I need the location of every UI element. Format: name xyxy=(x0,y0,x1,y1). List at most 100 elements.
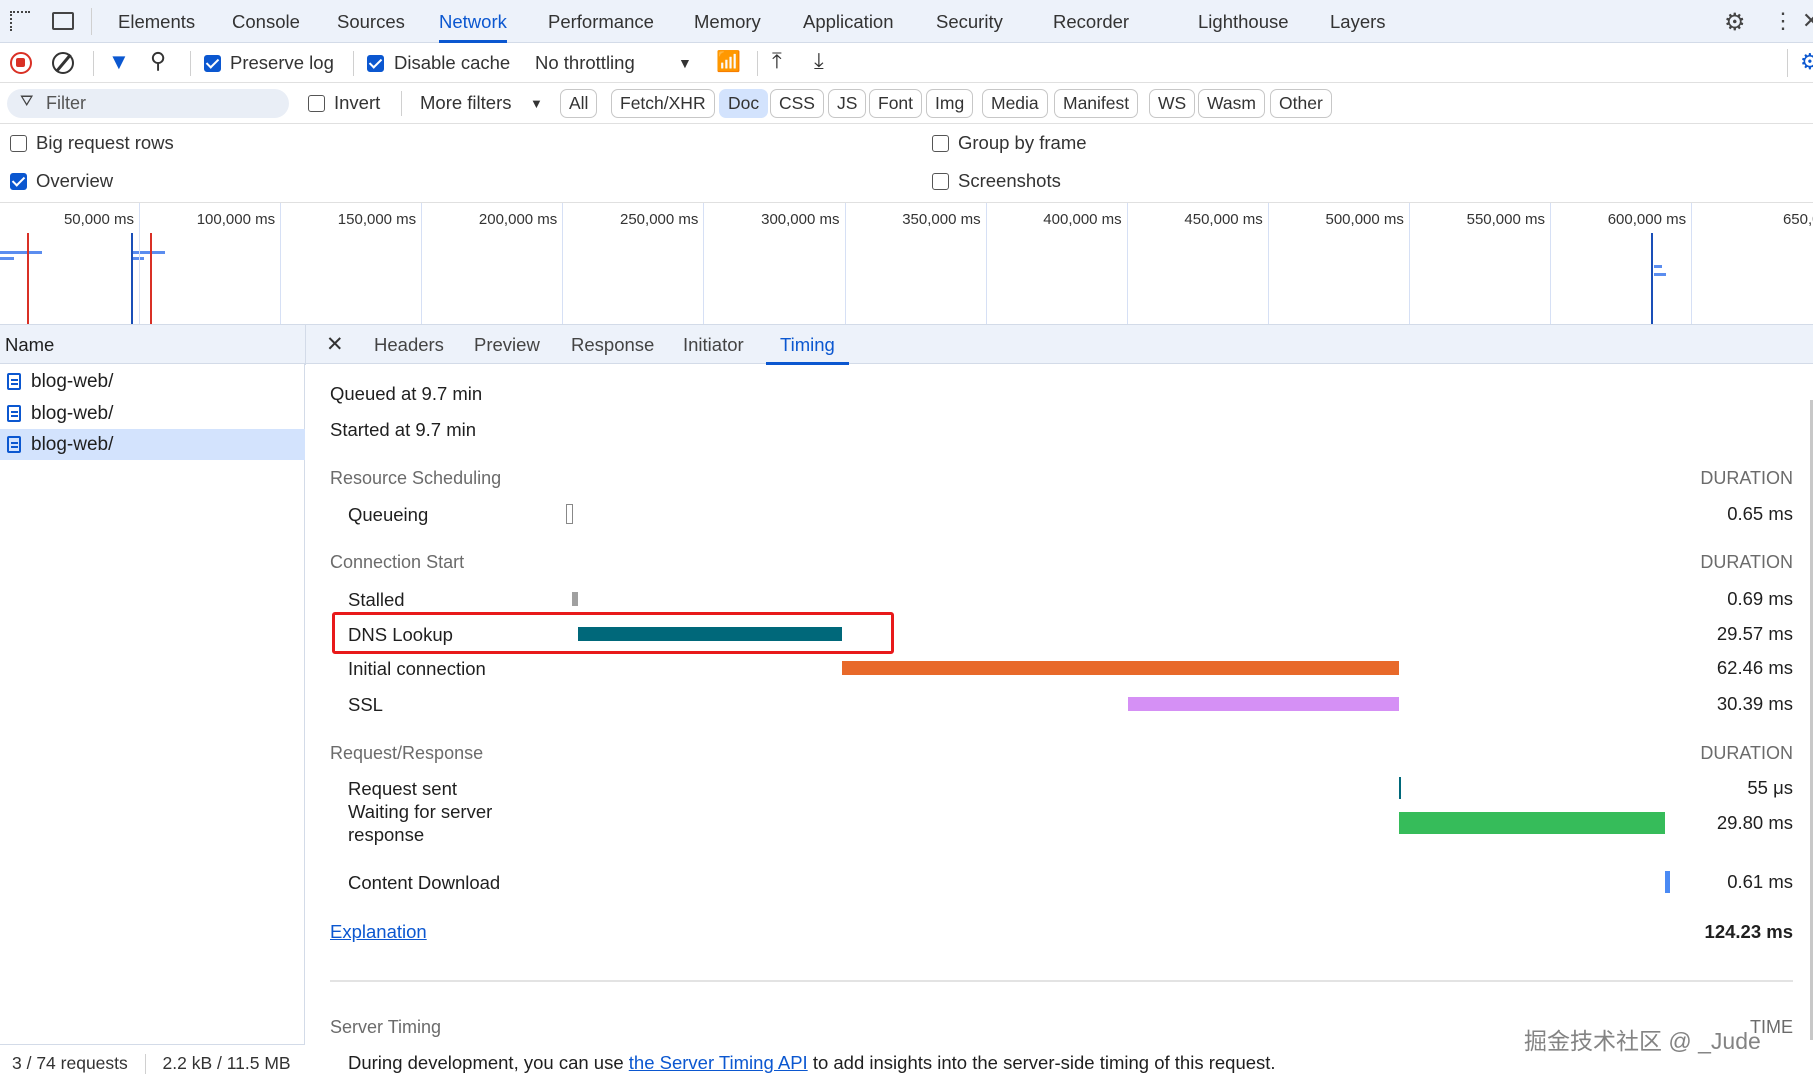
request-count: 3 / 74 requests xyxy=(12,1053,128,1073)
chevron-down-icon[interactable]: ▼ xyxy=(530,96,543,111)
network-conditions-icon[interactable]: 📶 xyxy=(716,51,741,73)
document-icon xyxy=(7,436,21,453)
overview-gridline xyxy=(703,203,705,325)
filter-chip-manifest[interactable]: Manifest xyxy=(1054,89,1139,118)
tab-memory[interactable]: Memory xyxy=(694,11,761,32)
timing-value: 29.80 ms xyxy=(1716,812,1793,833)
detail-tab-initiator[interactable]: Initiator xyxy=(683,334,744,355)
tab-sources[interactable]: Sources xyxy=(337,11,405,32)
detail-tab-headers[interactable]: Headers xyxy=(374,334,444,355)
tab-performance[interactable]: Performance xyxy=(548,11,654,32)
overview-label: Overview xyxy=(36,170,114,191)
filter-chip-js[interactable]: JS xyxy=(828,89,867,118)
filter-chip-font[interactable]: Font xyxy=(869,89,923,118)
filter-chip-media[interactable]: Media xyxy=(982,89,1048,118)
inspect-element-icon[interactable] xyxy=(10,11,30,31)
timing-label: Initial connection xyxy=(348,658,486,679)
server-timing-api-link[interactable]: the Server Timing API xyxy=(628,1052,808,1073)
filter-chip-fetch-xhr[interactable]: Fetch/XHR xyxy=(611,89,715,118)
timing-total: 124.23 ms xyxy=(1704,921,1793,942)
overview-request-bar xyxy=(1654,265,1662,268)
close-detail-icon[interactable]: ✕ xyxy=(326,333,344,356)
filter-chip-other[interactable]: Other xyxy=(1270,89,1332,118)
explanation-link[interactable]: Explanation xyxy=(330,921,427,942)
tab-recorder[interactable]: Recorder xyxy=(1053,11,1130,32)
overview-request-bar xyxy=(0,257,14,260)
overview-checkbox[interactable] xyxy=(10,173,27,190)
overview-gridline xyxy=(1267,203,1269,325)
screenshots-checkbox[interactable] xyxy=(932,173,949,190)
clear-icon[interactable] xyxy=(52,52,74,74)
network-toolbar: ▼ ⚲ Preserve log Disable cache No thrott… xyxy=(0,43,1813,83)
big-request-rows-checkbox[interactable] xyxy=(10,135,27,152)
request-row[interactable]: blog-web/ xyxy=(0,429,305,460)
filter-chip-doc[interactable]: Doc xyxy=(719,89,769,118)
filter-input[interactable]: ⛛ Filter xyxy=(7,89,289,118)
stop-recording-icon[interactable] xyxy=(10,52,32,74)
timing-section-title: Resource Scheduling xyxy=(330,468,502,488)
request-row[interactable]: blog-web/ xyxy=(0,398,305,429)
tab-network[interactable]: Network xyxy=(439,0,507,43)
timing-section-title: Connection Start xyxy=(330,552,465,572)
settings-gear-icon[interactable]: ⚙ xyxy=(1724,9,1746,36)
tab-lighthouse[interactable]: Lighthouse xyxy=(1198,11,1289,32)
queued-at: Queued at 9.7 min xyxy=(330,383,483,404)
preserve-log-checkbox[interactable] xyxy=(204,55,221,72)
server-timing-title: Server Timing xyxy=(330,1017,442,1037)
timing-bar-stalled xyxy=(571,592,578,606)
filter-chip-ws[interactable]: WS xyxy=(1149,89,1196,118)
timing-bar-dns-lookup xyxy=(577,627,842,641)
overview-tick-label: 250,000 ms xyxy=(620,211,699,228)
request-panel-header: Name ✕ Headers Preview Response Initiator Ti… xyxy=(0,324,1813,365)
network-overview-timeline[interactable]: 50,000 ms 100,000 ms 150,000 ms 200,000 ms 2… xyxy=(0,202,1813,325)
overview-gridline xyxy=(1550,203,1551,325)
filter-chip-img[interactable]: Img xyxy=(926,89,974,118)
more-options-icon[interactable]: ⋮ xyxy=(1772,8,1794,33)
export-har-icon[interactable]: ⤓ xyxy=(814,48,824,73)
overview-load-line xyxy=(27,233,29,325)
search-icon[interactable]: ⚲ xyxy=(150,48,167,73)
group-by-frame-checkbox[interactable] xyxy=(932,135,949,152)
filter-chip-wasm[interactable]: Wasm xyxy=(1198,89,1265,118)
filter-funnel-icon[interactable]: ▼ xyxy=(108,49,130,74)
filter-placeholder: Filter xyxy=(46,93,86,113)
more-filters-dropdown[interactable]: More filters xyxy=(420,92,512,113)
device-toolbar-icon[interactable] xyxy=(52,12,74,30)
timing-label: Stalled xyxy=(348,589,405,610)
watermark: 掘金技术社区 @ _Jude xyxy=(1524,1028,1761,1054)
timing-value: 55 μs xyxy=(1747,777,1793,798)
chevron-down-icon[interactable]: ▼ xyxy=(678,55,692,71)
request-name: blog-web/ xyxy=(31,402,114,424)
duration-header: DURATION xyxy=(1700,468,1793,488)
timing-label: Content Download xyxy=(348,872,501,893)
network-settings-icon[interactable]: ⚙ xyxy=(1800,49,1813,74)
name-column-header[interactable]: Name xyxy=(5,334,55,355)
tab-elements[interactable]: Elements xyxy=(118,11,196,32)
import-har-icon[interactable]: ⤒ xyxy=(772,48,782,73)
invert-checkbox[interactable] xyxy=(308,95,325,112)
started-at: Started at 9.7 min xyxy=(330,419,477,440)
throttling-select[interactable]: No throttling xyxy=(535,52,635,73)
duration-header: DURATION xyxy=(1700,743,1793,763)
tab-security[interactable]: Security xyxy=(936,11,1003,32)
disable-cache-checkbox[interactable] xyxy=(367,55,384,72)
timing-value: 29.57 ms xyxy=(1716,623,1793,644)
settings-options: Big request rows Overview Group by frame… xyxy=(0,124,1813,202)
detail-tab-response[interactable]: Response xyxy=(571,334,655,355)
close-devtools-icon[interactable]: ✕ xyxy=(1802,8,1813,33)
tab-layers[interactable]: Layers xyxy=(1330,11,1386,32)
scrollbar[interactable] xyxy=(1810,400,1813,1040)
disable-cache-label: Disable cache xyxy=(394,52,511,73)
tab-console[interactable]: Console xyxy=(232,11,300,32)
timing-value: 0.69 ms xyxy=(1727,588,1793,609)
text: to add insights into the server-side tim… xyxy=(807,1052,1276,1073)
big-request-rows-label: Big request rows xyxy=(36,132,174,153)
filter-chip-css[interactable]: CSS xyxy=(770,89,824,118)
duration-header: DURATION xyxy=(1700,552,1793,572)
detail-tab-preview[interactable]: Preview xyxy=(474,334,540,355)
filter-chip-all[interactable]: All xyxy=(560,89,598,118)
tab-application[interactable]: Application xyxy=(803,11,894,32)
overview-tick-label: 550,000 ms xyxy=(1466,211,1545,228)
detail-tab-timing[interactable]: Timing xyxy=(766,325,849,365)
request-row[interactable]: blog-web/ xyxy=(0,366,305,397)
